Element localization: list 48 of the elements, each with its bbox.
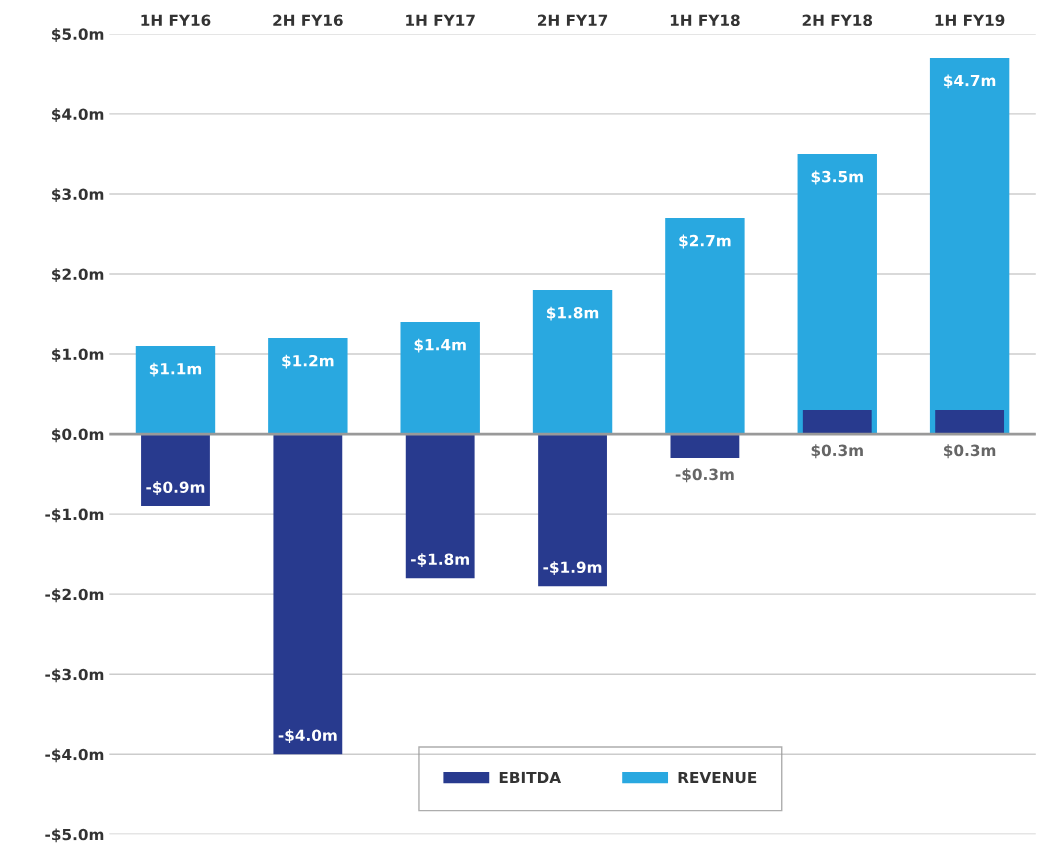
x-tick-label: 1H FY18 xyxy=(670,14,740,27)
y-tick-label: $0.0m xyxy=(52,428,104,443)
bar xyxy=(141,434,210,507)
data-label: $1.2m xyxy=(282,354,334,369)
y-tick-label: -$5.0m xyxy=(45,828,104,843)
x-tick-label: 2H FY17 xyxy=(538,14,608,26)
x-tick-label: 1H FY19 xyxy=(935,14,1005,27)
bar xyxy=(935,410,1005,435)
bar xyxy=(405,434,475,579)
data-label: -$0.9m xyxy=(146,481,205,495)
y-tick-label: $3.0m xyxy=(52,188,104,203)
bar xyxy=(665,217,745,435)
data-label: -$1.9m xyxy=(543,561,602,576)
data-label: $0.3m xyxy=(944,444,996,459)
y-tick-label: -$1.0m xyxy=(45,508,104,523)
x-tick-label: 2H FY16 xyxy=(273,14,343,27)
x-tick-label: 1H FY17 xyxy=(406,14,475,26)
y-tick-label: -$4.0m xyxy=(45,748,104,763)
y-tick-label: $4.0m xyxy=(52,108,104,122)
x-tick-label: 2H FY18 xyxy=(802,14,873,27)
y-tick-label: $2.0m xyxy=(52,268,104,283)
data-label: -$0.3m xyxy=(675,468,734,483)
bar xyxy=(797,153,877,435)
data-label: $1.1m xyxy=(149,362,202,377)
data-label: $4.7m xyxy=(944,74,996,89)
data-label: $3.5m xyxy=(811,170,863,185)
data-label: $1.8m xyxy=(546,306,599,321)
bar xyxy=(400,322,480,435)
bar xyxy=(273,434,343,755)
legend-label: EBITDA xyxy=(499,771,562,784)
bar xyxy=(538,434,607,587)
bar xyxy=(268,338,348,435)
data-label: $0.3m xyxy=(811,444,863,459)
bar xyxy=(670,434,740,459)
bar xyxy=(135,346,216,435)
y-tick-label: $5.0m xyxy=(52,28,104,42)
data-label: $2.7m xyxy=(679,234,731,249)
bar xyxy=(532,290,613,435)
y-tick-label: -$3.0m xyxy=(45,668,104,683)
legend-label: REVENUE xyxy=(678,771,757,784)
x-tick-label: 1H FY16 xyxy=(141,14,211,27)
bar xyxy=(802,410,872,435)
y-tick-label: $1.0m xyxy=(52,348,104,363)
data-label: -$4.0m xyxy=(278,729,337,744)
data-label: -$1.8m xyxy=(411,553,469,568)
y-tick-label: -$2.0m xyxy=(45,588,104,603)
data-label: $1.4m xyxy=(414,338,466,353)
bar xyxy=(929,57,1010,435)
